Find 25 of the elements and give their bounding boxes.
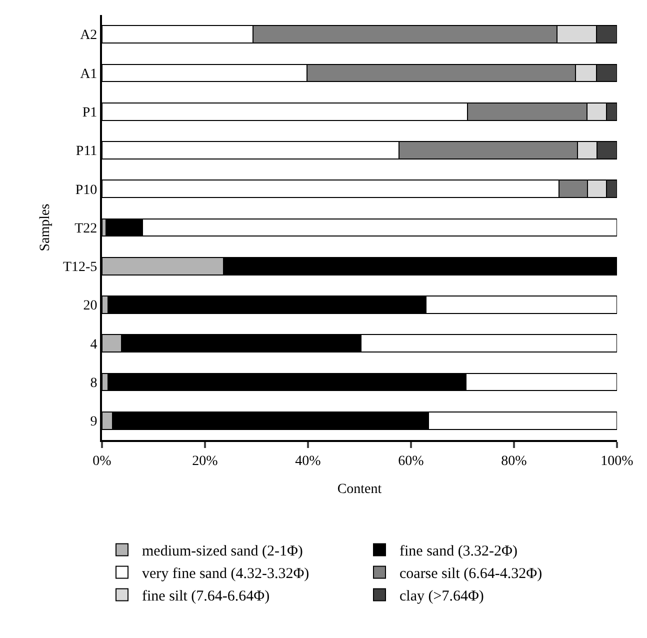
x-tick-label: 100% [600, 454, 634, 469]
x-tick-label: 80% [501, 454, 528, 469]
legend-label: coarse silt (6.64-4.32Φ) [400, 566, 542, 582]
y-tick-label: T22 [74, 221, 98, 236]
x-tick-label: 0% [92, 454, 112, 469]
legend-label: medium-sized sand (2-1Φ) [142, 544, 303, 560]
x-axis-title: Content [337, 482, 382, 497]
legend-label: fine sand (3.32-2Φ) [400, 544, 518, 560]
y-tick-label: P10 [75, 182, 98, 198]
x-tick-label: 20% [192, 454, 218, 469]
y-tick-label: 8 [90, 376, 98, 391]
y-tick-label: T12-5 [62, 260, 98, 276]
x-tick-label: 60% [398, 454, 424, 469]
y-tick-label: P1 [82, 105, 98, 120]
y-tick-label: A1 [80, 66, 98, 82]
y-tick-label: 20 [83, 298, 98, 314]
y-tick-label: A2 [80, 28, 98, 44]
y-tick-label: P11 [76, 144, 98, 160]
legend-label: fine silt (7.64-6.64Φ) [142, 588, 270, 605]
y-tick-label: 9 [90, 414, 98, 430]
legend-label: clay (>7.64Φ) [400, 588, 484, 605]
y-tick-label: 4 [90, 337, 98, 352]
y-axis-title: Samples [38, 204, 54, 252]
legend-label: very fine sand (4.32-3.32Φ) [142, 566, 310, 582]
x-tick-label: 40% [295, 454, 322, 469]
